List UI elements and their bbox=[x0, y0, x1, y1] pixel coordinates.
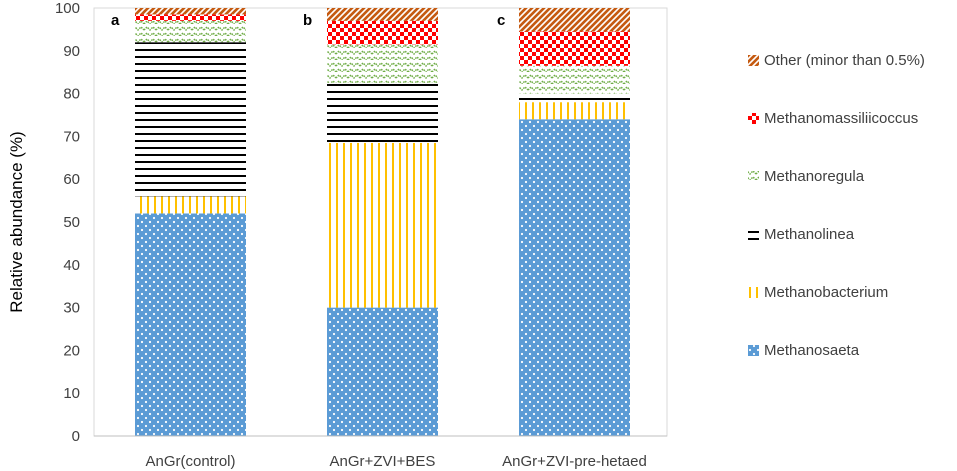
panel-label: b bbox=[303, 12, 312, 29]
x-category-label: AnGr+ZVI+BES bbox=[330, 453, 436, 470]
y-tick-label: 60 bbox=[63, 171, 80, 188]
y-tick-label: 80 bbox=[63, 86, 80, 103]
legend-label: Methanobacterium bbox=[764, 284, 888, 301]
legend-swatch bbox=[748, 287, 759, 298]
panel-label: c bbox=[497, 12, 505, 29]
legend-label: Methanomassiliicoccus bbox=[764, 110, 918, 127]
bar-segment bbox=[327, 20, 438, 45]
bar-segment bbox=[135, 14, 246, 21]
bar-segment bbox=[327, 307, 438, 436]
legend-label: Methanoregula bbox=[764, 168, 865, 185]
x-category-label: AnGr(control) bbox=[145, 453, 235, 470]
bar-segment bbox=[519, 119, 630, 436]
bar-segment bbox=[519, 93, 630, 103]
bar-segment bbox=[135, 196, 246, 214]
bar-segment bbox=[519, 65, 630, 94]
bar-segment bbox=[135, 213, 246, 436]
y-tick-label: 40 bbox=[63, 257, 80, 274]
legend-label: Other (minor than 0.5%) bbox=[764, 52, 925, 69]
bar-segment bbox=[519, 31, 630, 66]
legend-swatch bbox=[748, 113, 759, 124]
legend-label: Methanolinea bbox=[764, 226, 855, 243]
bar-segment bbox=[327, 142, 438, 308]
bar-segment bbox=[327, 44, 438, 83]
bars-layer bbox=[135, 8, 630, 436]
y-tick-label: 50 bbox=[63, 214, 80, 231]
legend-swatch bbox=[748, 171, 759, 182]
panel-label: a bbox=[111, 12, 120, 29]
panel-labels-layer: a b c bbox=[111, 12, 505, 29]
y-tick-label: 20 bbox=[63, 342, 80, 359]
y-tick-label: 100 bbox=[55, 0, 80, 17]
x-category-label: AnGr+ZVI-pre-hetaed bbox=[502, 453, 647, 470]
bar-segment bbox=[327, 82, 438, 143]
bar-segment bbox=[519, 8, 630, 32]
y-ticks-layer: 0 10 20 30 40 50 60 70 80 90 100 bbox=[55, 0, 80, 445]
y-tick-label: 70 bbox=[63, 128, 80, 145]
bar-segment bbox=[519, 102, 630, 120]
legend-label: Methanosaeta bbox=[764, 342, 860, 359]
y-tick-label: 10 bbox=[63, 385, 80, 402]
bar-segment bbox=[135, 42, 246, 197]
y-tick-label: 30 bbox=[63, 300, 80, 317]
legend-swatch bbox=[748, 229, 759, 240]
legend-swatch bbox=[748, 345, 759, 356]
y-tick-label: 90 bbox=[63, 43, 80, 60]
y-tick-label: 0 bbox=[72, 428, 80, 445]
x-categories-layer: AnGr(control) AnGr+ZVI+BES AnGr+ZVI-pre-he… bbox=[145, 453, 646, 470]
legend: Other (minor than 0.5%) Methanomassiliico… bbox=[748, 52, 925, 359]
legend-swatch bbox=[748, 55, 759, 66]
bar-segment bbox=[135, 20, 246, 43]
bar-segment bbox=[327, 8, 438, 21]
bar-segment bbox=[135, 8, 246, 15]
y-axis-label: Relative abundance (%) bbox=[7, 131, 26, 312]
